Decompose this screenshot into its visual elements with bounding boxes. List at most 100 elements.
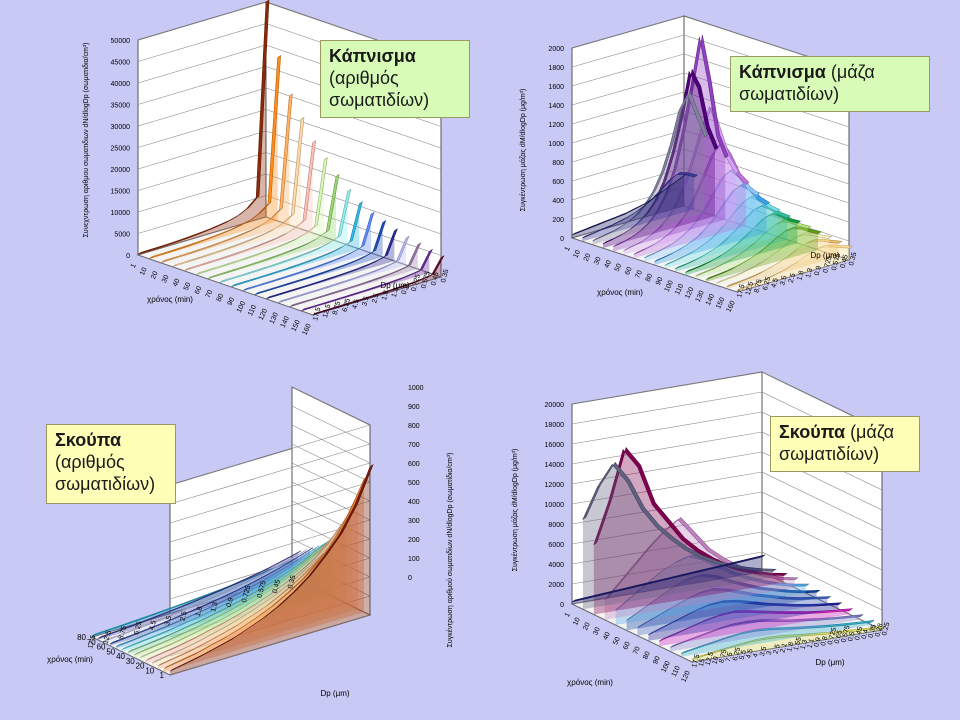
- series-line: [571, 554, 766, 603]
- series-ribbon-fill: [582, 464, 773, 610]
- series-line: [97, 550, 302, 639]
- time-tick-labels: 110 20 30 40 50 60 70 80 90 100 110 120 130 140 150 160: [564, 246, 737, 314]
- z-tick-label: 45000: [111, 60, 131, 67]
- series-ribbon-fill: [602, 71, 715, 249]
- gridline: [137, 87, 267, 127]
- z-tick-label: 12000: [545, 482, 565, 489]
- z-tick-label: 100: [408, 556, 420, 563]
- chart-broom-number-svg: 0100200300400500600700800900100011020304…: [47, 385, 454, 698]
- gridline: [761, 571, 883, 631]
- gridline: [571, 53, 685, 87]
- gridline: [137, 195, 267, 234]
- dp-axis-label: Dp (μm): [815, 658, 844, 667]
- time-tick-label: 70: [205, 289, 215, 299]
- series-line: [242, 211, 375, 291]
- dp-tick-label: 0.575: [420, 271, 431, 290]
- dp-tick-label: 17.5: [691, 653, 701, 668]
- time-tick-label: 80: [216, 293, 226, 303]
- time-tick-label: 20: [136, 662, 145, 671]
- series-ribbon-fill: [158, 493, 358, 670]
- z-tick-label: 1000: [408, 385, 424, 392]
- time-tick-label: 40: [172, 278, 182, 288]
- series-line: [615, 554, 810, 611]
- time-tick-label: 120: [684, 286, 695, 300]
- time-tick-label: 160: [302, 323, 313, 337]
- time-tick-label: 40: [602, 631, 612, 641]
- gridline: [761, 471, 883, 531]
- gridline: [683, 110, 850, 166]
- z-tick-labels: 0 200 400 600 800 1000 1200 1400 1600 1800 2000: [548, 46, 564, 243]
- series-ribbon-fill: [593, 449, 784, 615]
- time-tick-label: 120: [681, 670, 692, 684]
- z-tick-label: 600: [408, 461, 420, 468]
- series-ribbon-fill: [289, 244, 418, 307]
- series-ribbon-fill: [626, 576, 817, 631]
- dp-tick-label: 8.75: [118, 625, 128, 640]
- dp-tick-label: 0.45: [430, 271, 440, 286]
- dp-tick-label: 0.725: [827, 627, 838, 646]
- dp-tick-label: 0.45: [840, 254, 850, 269]
- gridline: [291, 443, 371, 483]
- gridline: [169, 595, 371, 657]
- gridline: [137, 173, 267, 213]
- time-tick-label: 50: [612, 636, 622, 646]
- dp-tick-label: 0.25: [881, 621, 891, 636]
- time-tick-label: 110: [674, 283, 685, 296]
- series-line: [109, 547, 314, 645]
- time-tick-label: 100: [236, 300, 247, 314]
- series-ribbon-fill: [654, 185, 767, 265]
- series-line: [674, 203, 791, 270]
- dp-tick-label: 2.1: [779, 642, 788, 653]
- time-tick-label: 30: [593, 256, 603, 266]
- gridline: [291, 538, 371, 578]
- time-tick-label: 40: [116, 652, 125, 661]
- z-tick-label: 25000: [111, 146, 131, 153]
- z-tick-label: 10000: [545, 502, 565, 509]
- dp-tick-label: 17.5: [87, 634, 97, 649]
- gridline: [683, 167, 850, 223]
- time-tick-label: 80: [642, 650, 652, 660]
- time-tick-label: 130: [695, 290, 706, 304]
- gridline: [169, 424, 371, 486]
- series-ribbon-fill: [726, 241, 839, 289]
- series-line: [277, 235, 410, 304]
- series-line: [137, 0, 270, 255]
- dp-tick-label: 0.4: [861, 629, 870, 640]
- time-tick-label: 60: [97, 643, 106, 652]
- series-ribbon-fill: [196, 159, 325, 275]
- time-tick-label: 90: [652, 655, 662, 665]
- time-tick-label: 150: [715, 296, 726, 310]
- dp-tick-label: 1.3: [800, 639, 809, 650]
- z-tick-label: 1600: [548, 84, 564, 91]
- series-line: [637, 588, 832, 628]
- dp-tick-label: 2.5: [371, 293, 380, 304]
- time-tick-label: 70: [634, 269, 644, 279]
- callout-rest: (μάζα σωματιδίων): [779, 422, 894, 464]
- series-line: [231, 201, 363, 287]
- series-group: [137, 0, 445, 316]
- dp-tick-label: 1.55: [793, 636, 803, 651]
- time-tick-label: 120: [258, 308, 269, 322]
- gridline: [169, 462, 371, 524]
- dp-tick-label: 12.5: [745, 281, 755, 296]
- gridline: [265, 216, 442, 278]
- dp-tick-label: 8.75: [718, 649, 728, 664]
- series-line: [312, 255, 445, 316]
- series-line: [115, 545, 320, 648]
- time-tick-label: 10: [572, 249, 582, 259]
- time-tick-label: 60: [194, 285, 204, 295]
- series-ribbon-fill: [572, 175, 684, 238]
- z-tick-label: 50000: [111, 38, 131, 45]
- z-tick-label: 10000: [111, 210, 131, 217]
- gridline: [137, 109, 267, 148]
- z-tick-label: 800: [408, 423, 420, 430]
- dp-tick-label: 0.575: [840, 625, 851, 644]
- time-tick-label: 50: [614, 263, 624, 273]
- series-line: [726, 238, 843, 288]
- chart-smoking-number: 0 5000 10000 15000 20000 25000 30000 35000 40000…: [0, 0, 480, 360]
- gridline: [265, 152, 442, 213]
- z-tick-label: 8000: [548, 522, 564, 529]
- series-ribbon-fill: [633, 143, 746, 259]
- dp-tick-label: 1.8: [381, 290, 390, 301]
